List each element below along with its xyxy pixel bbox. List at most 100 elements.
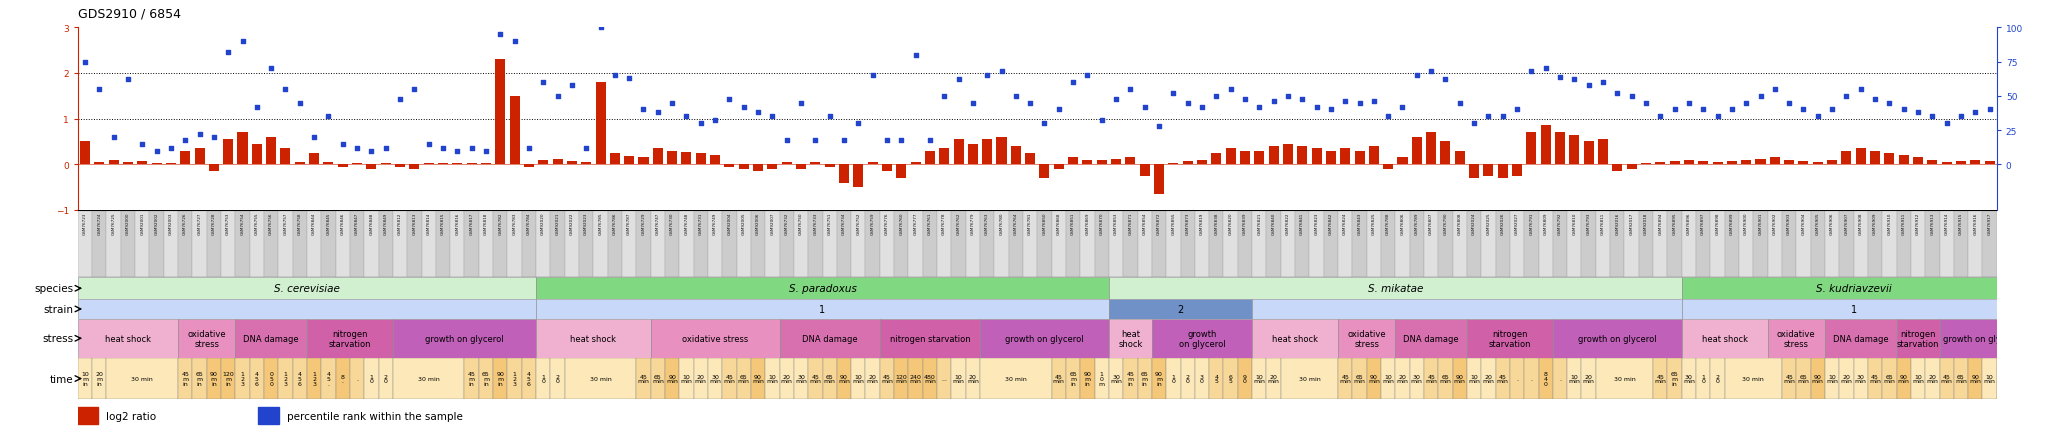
Point xyxy=(96,134,129,141)
Point xyxy=(1085,118,1118,125)
Text: 3
0: 3 0 xyxy=(1200,374,1204,384)
Point xyxy=(225,38,258,45)
Bar xyxy=(895,358,909,399)
Bar xyxy=(668,151,678,165)
Text: GSM76871: GSM76871 xyxy=(1128,212,1133,234)
Text: 10
min: 10 min xyxy=(1253,374,1266,384)
Point xyxy=(1114,86,1147,93)
Bar xyxy=(795,210,809,278)
Point xyxy=(1057,79,1090,86)
Text: 65
m
in: 65 m in xyxy=(197,372,203,386)
Text: GSM76916: GSM76916 xyxy=(1974,212,1976,234)
Bar xyxy=(78,299,537,319)
Bar xyxy=(1380,358,1395,399)
Text: 45
m
in: 45 m in xyxy=(182,372,188,386)
Point xyxy=(1343,100,1376,107)
Text: 10
min: 10 min xyxy=(852,374,864,384)
Bar xyxy=(1939,319,2025,358)
Text: 20
min: 20 min xyxy=(967,374,979,384)
Text: GSM76724: GSM76724 xyxy=(98,212,100,234)
Point xyxy=(928,93,961,100)
Text: GSM76749: GSM76749 xyxy=(713,212,717,234)
Bar xyxy=(1010,210,1024,278)
Bar xyxy=(1325,151,1335,165)
Text: 45
min: 45 min xyxy=(1784,374,1796,384)
Bar xyxy=(1339,149,1350,165)
Bar xyxy=(1395,210,1409,278)
Text: 65
m
in: 65 m in xyxy=(481,372,489,386)
Text: 90
min: 90 min xyxy=(838,374,850,384)
Text: GSM92023: GSM92023 xyxy=(584,212,588,234)
Text: 65
m
in: 65 m in xyxy=(1671,372,1679,386)
Bar xyxy=(293,358,307,399)
Text: GSM76850: GSM76850 xyxy=(1042,212,1047,234)
Bar xyxy=(250,358,264,399)
Text: 30
min: 30 min xyxy=(1855,374,1866,384)
Point xyxy=(1372,114,1405,121)
Text: 45
m
in: 45 m in xyxy=(1126,372,1135,386)
Bar xyxy=(823,210,838,278)
Point xyxy=(1673,100,1706,107)
Bar xyxy=(467,164,477,165)
Bar xyxy=(739,165,750,169)
Point xyxy=(555,82,588,89)
Bar xyxy=(938,210,952,278)
Bar xyxy=(1237,358,1251,399)
Text: GSM76776: GSM76776 xyxy=(885,212,889,234)
Bar xyxy=(236,319,307,358)
Bar xyxy=(78,319,178,358)
Text: DNA damage: DNA damage xyxy=(1403,334,1458,343)
Text: GSM76907: GSM76907 xyxy=(1845,212,1849,234)
Bar xyxy=(322,210,336,278)
Text: growth on glycerol: growth on glycerol xyxy=(1579,334,1657,343)
Text: 30
min: 30 min xyxy=(1683,374,1696,384)
Bar xyxy=(1970,160,1980,165)
Bar xyxy=(623,210,637,278)
Point xyxy=(770,137,803,144)
Point xyxy=(1544,74,1577,81)
Text: GSM76725: GSM76725 xyxy=(113,212,115,234)
Bar xyxy=(195,149,205,165)
Bar xyxy=(1681,299,2025,319)
Bar xyxy=(1767,210,1782,278)
Bar xyxy=(952,358,967,399)
Bar xyxy=(1782,210,1796,278)
Bar xyxy=(596,83,606,165)
Text: GSM92022: GSM92022 xyxy=(569,212,573,234)
Text: GSM76763: GSM76763 xyxy=(985,212,989,234)
Point xyxy=(1286,96,1319,103)
Bar xyxy=(782,163,793,165)
Bar xyxy=(1810,358,1825,399)
Point xyxy=(369,145,401,152)
Text: GSM92017: GSM92017 xyxy=(1630,212,1634,234)
Text: GSM76753: GSM76753 xyxy=(225,212,229,234)
Bar xyxy=(508,358,522,399)
Bar xyxy=(694,358,709,399)
Point xyxy=(182,132,215,138)
Bar xyxy=(295,163,305,165)
Bar xyxy=(1667,210,1681,278)
Bar xyxy=(1122,358,1137,399)
Bar xyxy=(1597,140,1608,165)
Text: 8
4
0: 8 4 0 xyxy=(1544,372,1548,386)
Bar xyxy=(1024,210,1036,278)
Point xyxy=(254,66,287,72)
Bar xyxy=(709,210,723,278)
Bar xyxy=(1985,161,1995,165)
Point xyxy=(684,120,717,127)
Bar xyxy=(496,60,506,165)
Bar xyxy=(823,358,838,399)
Text: 30 min: 30 min xyxy=(418,376,440,381)
Bar xyxy=(178,358,193,399)
Text: DNA damage: DNA damage xyxy=(1833,334,1888,343)
Text: nitrogen starvation: nitrogen starvation xyxy=(889,334,971,343)
Text: GSM76815: GSM76815 xyxy=(440,212,444,234)
Point xyxy=(899,52,932,59)
Text: GSM76726: GSM76726 xyxy=(182,212,186,234)
Bar xyxy=(997,138,1006,165)
Text: 90
m
in: 90 m in xyxy=(496,372,504,386)
Point xyxy=(1100,96,1133,103)
Text: GSM76756: GSM76756 xyxy=(268,212,272,234)
Bar xyxy=(1409,210,1423,278)
Bar xyxy=(1712,163,1722,165)
